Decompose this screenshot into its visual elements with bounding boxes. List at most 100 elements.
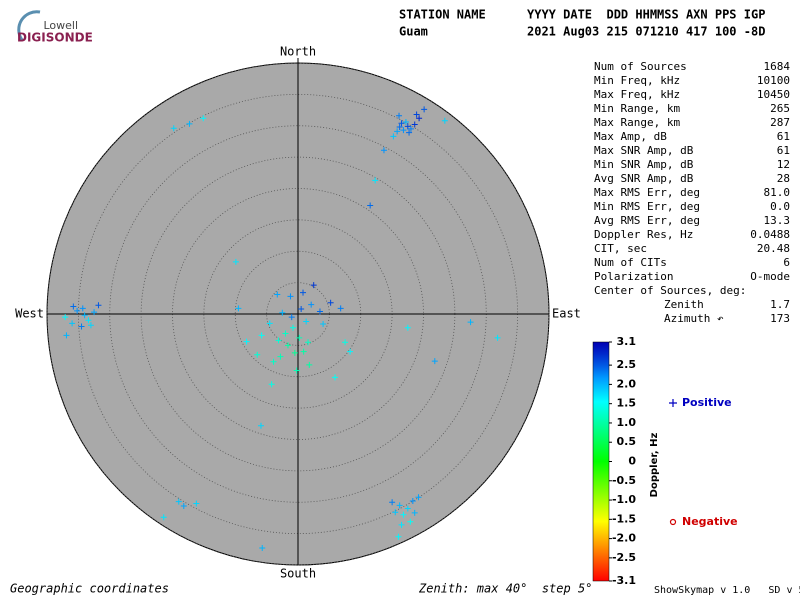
source-point [193, 500, 200, 507]
source-point [160, 514, 167, 521]
source-point [91, 309, 98, 316]
source-point [200, 115, 207, 122]
stat-label: Max Freq, kHz [594, 88, 680, 101]
source-point [320, 321, 327, 328]
stat-value: 10450 [757, 88, 790, 101]
stats-panel: Num of Sources 1684 Min Freq, kHz 10100 Max … [594, 60, 790, 325]
stat-label: Max SNR Amp, dB [594, 144, 694, 157]
source-point [232, 258, 239, 265]
source-point [316, 308, 323, 315]
stat-value: 20.48 [757, 242, 790, 255]
colorbar-tick-label: 1.5 [617, 397, 637, 410]
source-point [400, 127, 407, 134]
stat-value: 12 [777, 158, 790, 171]
footer-middle: Zenith: max 40° step 5° [418, 582, 592, 596]
source-point [406, 129, 413, 136]
source-point [95, 302, 102, 309]
stat-label: Min RMS Err, deg [594, 200, 700, 213]
source-point [279, 309, 286, 316]
source-point [494, 334, 501, 341]
center-label: Azimuth ↶ [664, 312, 724, 325]
center-title: Center of Sources, deg: [594, 284, 746, 297]
source-point [407, 125, 414, 132]
colorbar-tick-label: 1.0 [617, 416, 637, 429]
source-point [287, 293, 294, 300]
source-point [306, 361, 313, 368]
source-point [270, 358, 277, 365]
source-point [372, 177, 379, 184]
center-label: Zenith [664, 298, 704, 311]
source-point [291, 349, 298, 356]
source-point [266, 320, 273, 327]
colorbar-tick-label: 3.1 [617, 335, 637, 348]
source-point [327, 299, 334, 306]
center-value: 1.7 [770, 298, 790, 311]
colorbar-tick-label: -2.5 [612, 551, 636, 564]
colorbar-tick-label: 0 [628, 455, 636, 468]
stat-label: Min Range, km [594, 102, 680, 115]
source-point [396, 112, 403, 119]
direction-label: West [15, 307, 44, 321]
stat-label: Num of CITs [594, 256, 667, 269]
stat-label: Polarization [594, 270, 673, 283]
source-point [293, 367, 300, 374]
source-point [70, 303, 77, 310]
colorbar-tick-label: -3.1 [612, 574, 636, 587]
colorbar-tick-label: -0.5 [612, 474, 636, 487]
source-point [421, 106, 428, 113]
source-point [79, 305, 86, 312]
source-point [411, 509, 418, 516]
source-point [396, 502, 403, 509]
stat-value: 287 [770, 116, 790, 129]
source-point [332, 374, 339, 381]
colorbar-tick-label: -1.0 [612, 493, 636, 506]
header-label: STATION NAME [399, 8, 486, 22]
source-point [186, 120, 193, 127]
source-point [409, 497, 416, 504]
colorbar: 3.1 2.5 2.0 1.5 1.0 0.5 0 -0.5 -1.0 -1.5 -2.0 -2.5 -… [592, 335, 738, 587]
stat-value: 1684 [764, 60, 791, 73]
source-point [62, 314, 69, 321]
stat-value: 10100 [757, 74, 790, 87]
source-point [243, 338, 250, 345]
source-point [404, 324, 411, 331]
stat-label: Avg SNR Amp, dB [594, 172, 694, 185]
header-label: YYYY DATE DDD HHMMSS AXN PPS IGP [527, 8, 765, 22]
source-point [395, 533, 402, 540]
stat-label: Doppler Res, Hz [594, 228, 693, 241]
source-point [400, 511, 407, 518]
direction-label: South [280, 567, 316, 581]
source-point [85, 317, 92, 324]
source-point [431, 358, 438, 365]
source-point [300, 289, 307, 296]
source-point [74, 307, 81, 314]
header-value: Guam [399, 25, 428, 39]
source-point [389, 499, 396, 506]
source-point [298, 305, 305, 312]
source-point [87, 322, 94, 329]
stat-value: 265 [770, 102, 790, 115]
direction-label: North [280, 45, 316, 59]
source-point [235, 305, 242, 312]
source-point [282, 330, 289, 337]
source-point [367, 202, 374, 209]
stat-value: 81.0 [764, 186, 791, 199]
source-point [258, 332, 265, 339]
header-value: 2021 Aug03 215 071210 417 100 -8D [527, 25, 765, 39]
stat-value: 13.3 [764, 214, 791, 227]
source-point [390, 133, 397, 140]
source-point [268, 381, 275, 388]
source-point [180, 503, 187, 510]
source-point [259, 545, 266, 552]
logo-bottom: DIGISONDE [17, 31, 93, 45]
source-point [467, 319, 474, 326]
source-point [170, 125, 177, 132]
stat-label: Max RMS Err, deg [594, 186, 700, 199]
source-point [392, 509, 399, 516]
stat-value: 6 [783, 256, 790, 269]
source-point [441, 117, 448, 124]
source-point [296, 334, 303, 341]
stat-label: Min Freq, kHz [594, 74, 680, 87]
source-point [310, 282, 317, 289]
